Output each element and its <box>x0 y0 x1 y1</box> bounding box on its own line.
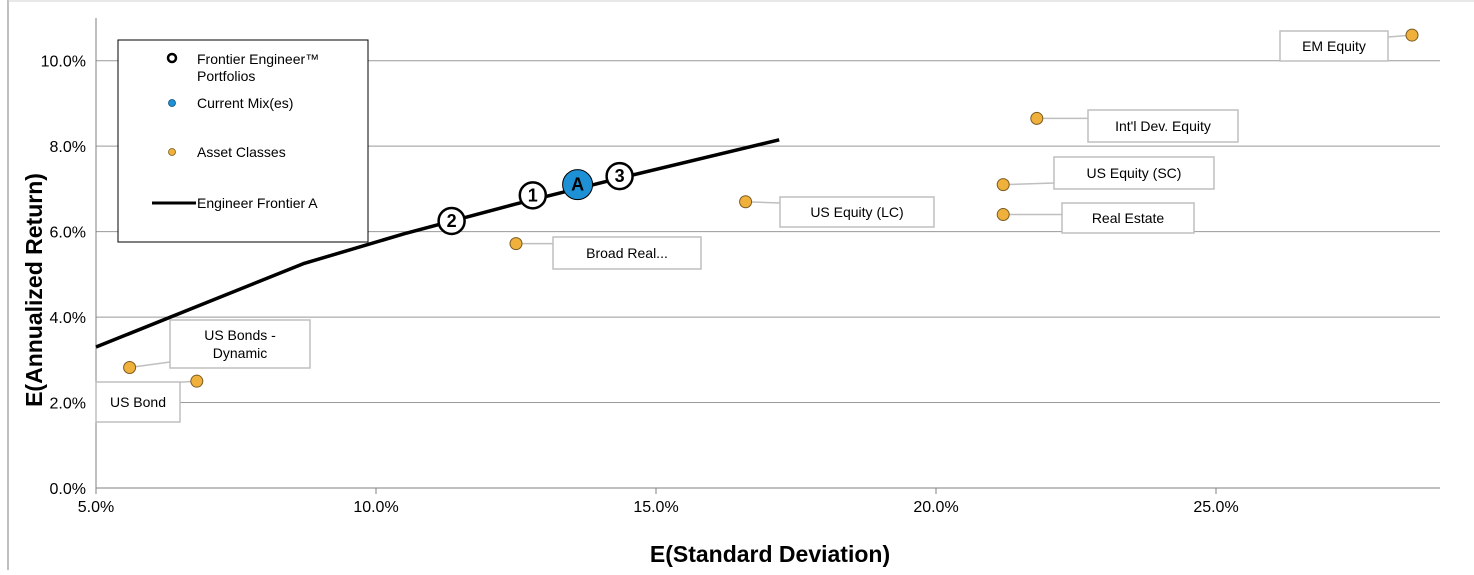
y-tick-label: 6.0% <box>50 225 86 242</box>
callout-leader <box>1003 182 1055 186</box>
portfolio-circle <box>518 181 548 210</box>
portfolio-label: 1 <box>528 185 538 205</box>
legend-label: Portfolios <box>197 68 255 84</box>
portfolio-circle <box>437 206 466 236</box>
callout-box <box>779 196 935 228</box>
callout-label: Int'l Dev. Equity <box>1115 118 1211 134</box>
callout-label: US Equity (SC) <box>1087 165 1182 181</box>
y-tick-label: 4.0% <box>50 310 86 327</box>
x-tick-label: 5.0% <box>78 499 114 516</box>
current-mix-marker: A <box>562 169 594 201</box>
legend-portfolio-icon <box>166 52 178 64</box>
y-tick-label: 0.0% <box>50 481 86 498</box>
legend-asset-class-icon <box>168 148 176 156</box>
portfolio-label: 3 <box>615 166 625 186</box>
x-tick-label: 20.0% <box>913 499 958 516</box>
y-tick-label: 2.0% <box>50 396 86 413</box>
x-tick-label: 25.0% <box>1193 499 1238 516</box>
y-tick-label: 8.0% <box>50 139 86 156</box>
callout-box <box>95 381 181 423</box>
callout-label: US Bond <box>110 394 166 410</box>
callouts: US Bond US Bonds - Dynamic Broad Real... US … <box>95 30 1413 423</box>
callout-label: Real Estate <box>1092 210 1165 226</box>
x-tick-label: 15.0% <box>633 499 678 516</box>
tick-labels: 0.0% 2.0% 4.0% 6.0% 8.0% 10.0% 5.0% 10.0% 15.0% 2… <box>41 54 1239 516</box>
portfolio-label: 2 <box>447 211 457 231</box>
callout-box <box>1087 109 1239 143</box>
legend-label: Frontier Engineer™ <box>197 51 319 67</box>
asset-class-point <box>123 361 137 375</box>
data-points: 1 2 3 A <box>123 28 1419 388</box>
asset-class-point <box>739 195 753 209</box>
portfolio-marker: 3 <box>605 161 634 191</box>
x-tick-label: 10.0% <box>353 499 398 516</box>
callout-box <box>552 236 702 270</box>
callout-box <box>169 319 311 369</box>
callout-label: Dynamic <box>213 345 267 361</box>
x-axis-title: E(Standard Deviation) <box>650 541 890 567</box>
asset-class-point <box>996 208 1010 222</box>
callout-label: US Equity (LC) <box>810 204 903 220</box>
y-tick-label: 10.0% <box>41 54 86 71</box>
callout-box <box>1053 156 1215 190</box>
portfolio-marker: 2 <box>437 206 466 236</box>
current-mix-label: A <box>571 175 584 195</box>
y-axis-title: E(Annualized Return) <box>21 173 47 407</box>
legend-label: Current Mix(es) <box>197 95 293 111</box>
legend-current-mix-icon <box>168 99 176 107</box>
portfolio-circle <box>605 161 634 191</box>
callout-label: EM Equity <box>1302 38 1366 54</box>
portfolio-marker: 1 <box>518 181 548 210</box>
asset-class-point <box>190 374 204 388</box>
asset-class-point <box>996 178 1010 192</box>
callout-box <box>1279 30 1389 62</box>
callout-label: US Bonds - <box>204 327 276 343</box>
legend-label: Engineer Frontier A <box>197 195 318 211</box>
legend-box <box>117 39 369 243</box>
asset-class-point <box>509 237 523 251</box>
asset-class-point <box>1405 28 1419 42</box>
current-mix-circle <box>562 169 594 201</box>
callout-leader <box>129 361 171 369</box>
legend-label: Asset Classes <box>197 144 286 160</box>
callout-box <box>1061 202 1195 234</box>
asset-class-point <box>1030 111 1044 125</box>
callout-label: Broad Real... <box>586 245 668 261</box>
